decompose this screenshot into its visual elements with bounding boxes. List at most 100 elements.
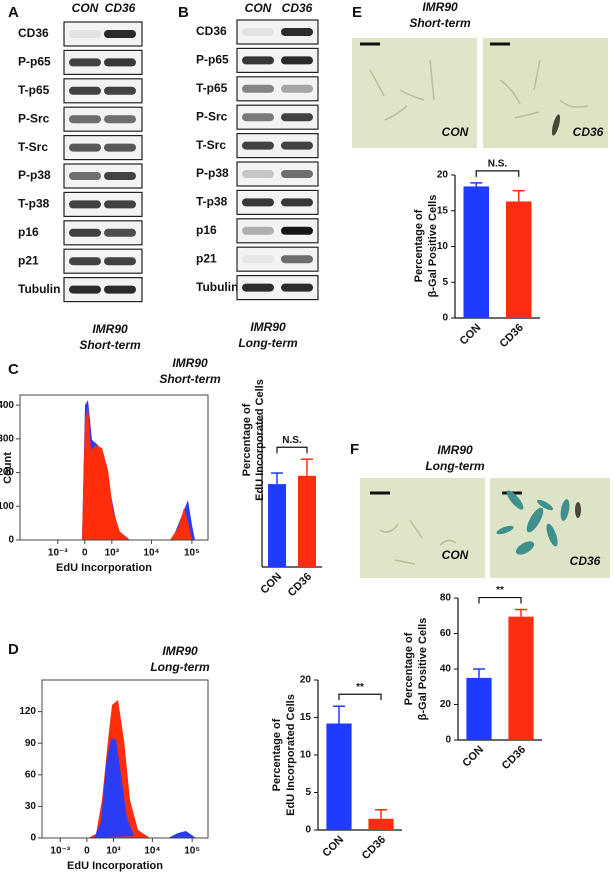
blot-band <box>242 56 274 65</box>
y-tick-label: 100 <box>0 501 14 512</box>
blot-band <box>281 28 313 36</box>
blot-label: T-p65 <box>196 81 228 95</box>
significance-bracket <box>475 170 520 177</box>
significance-label: N.S. <box>488 159 508 170</box>
significance-label: ** <box>496 585 504 596</box>
blot-band <box>104 30 136 38</box>
condition-header: CON <box>245 1 272 15</box>
y-axis-label: Count <box>2 452 14 484</box>
blot-label: CD36 <box>18 26 49 40</box>
blot-band <box>281 255 313 264</box>
y-tick-label: 120 <box>19 706 36 717</box>
blot-label: p21 <box>18 253 39 267</box>
blot-label: p21 <box>196 251 217 265</box>
blot-band <box>242 255 274 264</box>
blot-band <box>104 115 136 124</box>
blot-band <box>104 228 136 237</box>
x-tick-label: CD36 <box>498 322 526 350</box>
blot-band <box>104 86 136 95</box>
image-label: CON <box>442 125 469 139</box>
x-tick-label: 10³ <box>106 846 121 857</box>
micrograph <box>483 38 608 148</box>
panel-title: Short-term <box>159 372 221 386</box>
blot-band <box>104 285 136 294</box>
x-tick-label: 10⁵ <box>184 548 200 559</box>
panel-title: Long-term <box>150 660 210 674</box>
panel-title: IMR90 <box>172 356 208 370</box>
y-tick-label: 90 <box>25 738 37 749</box>
blot-label: P-p65 <box>18 55 51 69</box>
panel-title: Short-term <box>79 338 141 352</box>
x-tick-label: 0 <box>84 846 90 857</box>
bar <box>506 201 532 318</box>
condition-header: CON <box>72 1 99 15</box>
blot-band <box>104 200 136 209</box>
y-tick-label: 20 <box>437 170 449 181</box>
blot-label: T-p38 <box>196 195 228 209</box>
y-tick-label: 0 <box>445 735 451 746</box>
blot-label: CD36 <box>196 24 227 38</box>
significance-bracket <box>338 693 382 701</box>
micrographs <box>352 38 610 578</box>
panel-label: C <box>8 361 19 378</box>
blot-band <box>242 198 274 207</box>
significance-label: N.S. <box>282 435 302 446</box>
y-tick-label: 5 <box>305 787 311 798</box>
micrograph <box>360 478 485 578</box>
blot-band <box>69 86 101 95</box>
x-tick-label: CD36 <box>500 744 528 772</box>
x-tick-label: CON <box>320 834 346 860</box>
blot-label: P-p38 <box>196 166 229 180</box>
plot-frame <box>19 394 209 541</box>
blot-band <box>281 56 313 65</box>
y-axis-label: β-Gal Positive Cells <box>427 195 439 298</box>
y-tick-label: 20 <box>440 699 452 710</box>
y-tick-label: 60 <box>440 628 452 639</box>
blot-band <box>69 58 101 67</box>
blot-band <box>69 115 101 124</box>
blot-label: T-Src <box>196 138 226 152</box>
panel-title: IMR90 <box>162 644 198 658</box>
blot-band <box>281 84 313 93</box>
bar <box>368 818 394 830</box>
y-tick-label: 20 <box>300 675 312 686</box>
blot-label: P-p38 <box>18 168 51 182</box>
blot-band <box>281 170 313 178</box>
condition-header: CD36 <box>282 1 313 15</box>
bar <box>508 616 534 740</box>
cells <box>369 59 589 121</box>
blot-band <box>69 143 101 152</box>
blot-band <box>242 84 274 93</box>
y-axis-label: Percentage of <box>413 209 425 282</box>
blot-band <box>281 198 313 207</box>
blot-band <box>242 113 274 122</box>
y-tick-label: 80 <box>440 593 452 604</box>
x-tick-label: 10³ <box>105 548 120 559</box>
significance-label: ** <box>356 682 364 693</box>
blot-label: T-p38 <box>18 197 50 211</box>
flow-curves <box>82 400 196 838</box>
panel-label: E <box>352 4 362 21</box>
panel-title: Long-term <box>238 336 298 350</box>
blot-band <box>69 228 101 237</box>
blot-band <box>69 257 101 266</box>
panel-title: IMR90 <box>422 0 458 14</box>
y-axis-label: Percentage of <box>271 718 283 791</box>
blot-label: p16 <box>196 223 217 237</box>
panel-label: B <box>178 4 189 21</box>
x-tick-label: CON <box>460 744 486 770</box>
blot-band <box>242 28 274 36</box>
y-axis-label: β-Gal Positive Cells <box>417 618 429 721</box>
blot-band <box>104 58 136 67</box>
y-tick-label: 300 <box>0 433 14 444</box>
image-label: CON <box>442 548 469 562</box>
x-tick-label: CD36 <box>360 834 388 862</box>
bar <box>463 186 489 318</box>
y-tick-label: 0 <box>30 833 36 844</box>
cell <box>575 502 581 518</box>
cell <box>551 114 561 136</box>
blot-band <box>242 141 274 150</box>
y-tick-label: 10 <box>300 750 312 761</box>
y-tick-label: 200 <box>0 467 14 478</box>
